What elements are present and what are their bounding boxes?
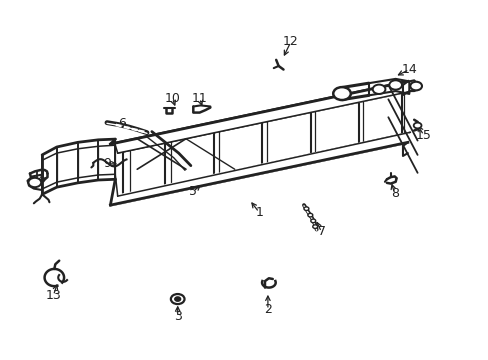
Text: 13: 13 [45, 289, 61, 302]
Circle shape [170, 294, 184, 304]
Text: 7: 7 [317, 225, 325, 238]
Text: 8: 8 [390, 187, 398, 200]
Text: 2: 2 [264, 303, 271, 316]
Text: 4: 4 [37, 174, 44, 187]
Text: 1: 1 [255, 206, 263, 219]
Circle shape [388, 80, 401, 90]
Text: 15: 15 [415, 129, 431, 142]
Text: 14: 14 [401, 63, 416, 76]
Text: 5: 5 [189, 185, 197, 198]
Circle shape [312, 225, 317, 228]
Text: 3: 3 [173, 310, 181, 324]
Circle shape [372, 85, 385, 94]
Text: 12: 12 [283, 35, 298, 49]
Text: 6: 6 [118, 117, 125, 130]
Text: 11: 11 [191, 92, 207, 105]
Circle shape [310, 219, 315, 223]
Circle shape [174, 297, 180, 301]
Circle shape [307, 213, 312, 217]
Circle shape [304, 207, 308, 211]
Text: 9: 9 [103, 157, 111, 170]
Text: 10: 10 [164, 92, 180, 105]
Circle shape [413, 123, 421, 129]
Circle shape [28, 178, 41, 187]
Circle shape [409, 82, 421, 90]
Circle shape [332, 87, 350, 100]
